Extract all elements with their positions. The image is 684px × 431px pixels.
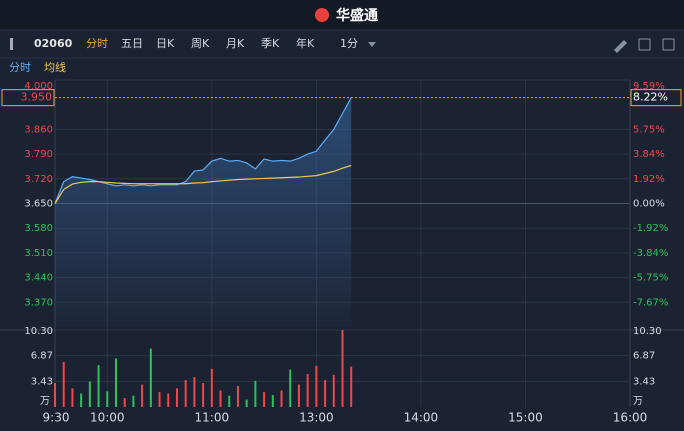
volume-bar xyxy=(254,380,257,407)
volume-tick-label: 3.43 xyxy=(633,376,655,387)
y-tick-label: 3.860 xyxy=(24,124,53,135)
volume-bar xyxy=(97,365,100,407)
x-tick-label: 10:00 xyxy=(90,411,125,425)
y-tick-label: 3.790 xyxy=(24,149,53,160)
volume-unit: 万 xyxy=(633,396,643,407)
interval[interactable]: 1分 xyxy=(340,37,358,50)
draw-icon[interactable] xyxy=(614,40,627,53)
y-tick-label: 3.370 xyxy=(24,297,53,308)
x-tick-label: 9:30 xyxy=(43,411,70,425)
crosshair-box xyxy=(630,89,682,107)
y2-tick-label: -3.84% xyxy=(633,248,668,259)
y-tick-label: 3.580 xyxy=(24,223,53,234)
crosshair-label: 8.22% xyxy=(633,91,668,104)
x-tick-label: 11:00 xyxy=(195,411,230,425)
crosshair-box xyxy=(1,89,55,107)
tab[interactable]: 年K xyxy=(296,36,315,50)
volume-unit: 万 xyxy=(40,396,50,407)
tab[interactable]: 周K xyxy=(191,37,210,50)
logo-icon xyxy=(315,8,329,22)
volume-bar xyxy=(236,386,239,407)
dropdown-icon xyxy=(368,42,376,47)
legend-entry[interactable]: 均线 xyxy=(44,60,66,74)
tab[interactable]: 五日 xyxy=(121,37,143,50)
x-tick-label: 16:00 xyxy=(613,411,648,425)
y-tick-label: 4.000 xyxy=(24,81,53,92)
volume-bar xyxy=(306,374,309,407)
y2-tick-label: -1.92% xyxy=(633,223,668,234)
y2-tick-label: -7.67% xyxy=(633,297,668,308)
y-tick-label: 3.720 xyxy=(24,174,53,185)
fullscreen-icon[interactable] xyxy=(662,38,675,51)
volume-bar xyxy=(193,377,196,407)
volume-bar xyxy=(80,393,83,407)
x-tick-label: 14:00 xyxy=(404,411,439,425)
volume-bar xyxy=(149,348,152,407)
volume-bar xyxy=(88,381,91,407)
top-bar xyxy=(0,0,684,30)
volume-bar xyxy=(141,384,144,407)
crosshair-label: 3.950 xyxy=(21,91,53,104)
volume-bar xyxy=(106,391,109,407)
volume-bar xyxy=(71,388,74,407)
price-area xyxy=(55,97,352,328)
volume-bar xyxy=(341,330,344,407)
x-tick-label: 15:00 xyxy=(508,411,543,425)
y2-tick-label: 5.75% xyxy=(633,124,665,135)
series-line xyxy=(54,164,352,204)
volume-bar xyxy=(114,358,117,407)
volume-bar xyxy=(297,384,300,407)
volume-bar xyxy=(271,395,274,407)
volume-bar xyxy=(175,388,178,407)
y2-tick-label: 0.00% xyxy=(633,199,665,210)
y2-tick-label: 1.92% xyxy=(633,174,665,185)
expand-icon[interactable] xyxy=(638,38,651,51)
volume-tick-label: 10.30 xyxy=(24,326,53,337)
volume-bar xyxy=(54,383,56,407)
volume-tick-label: 10.30 xyxy=(633,326,662,337)
y2-tick-label: 9.59% xyxy=(633,81,665,92)
y2-tick-label: -5.75% xyxy=(633,273,668,284)
volume-bar xyxy=(184,380,187,407)
legend-entry[interactable]: 分时 xyxy=(9,61,31,74)
volume-bar xyxy=(167,393,170,407)
volume-tick-label: 3.43 xyxy=(31,376,53,387)
y-tick-label: 3.440 xyxy=(24,273,53,284)
logo: 华盛通 xyxy=(336,7,378,24)
volume-bar xyxy=(350,366,353,407)
volume-bar xyxy=(62,362,65,407)
volume-bar xyxy=(263,392,266,407)
tab[interactable]: 分时 xyxy=(86,37,108,50)
volume-bar xyxy=(280,390,283,407)
volume-bar xyxy=(315,365,318,407)
volume-bar xyxy=(332,374,335,407)
y2-tick-label: 3.84% xyxy=(633,149,665,160)
collapse-icon[interactable] xyxy=(10,38,13,50)
volume-bar xyxy=(219,390,222,407)
volume-tick-label: 6.87 xyxy=(633,351,655,362)
y-tick-label: 3.510 xyxy=(24,248,53,259)
tab[interactable]: 月K xyxy=(226,37,245,50)
series-line xyxy=(54,97,352,204)
volume-bar xyxy=(245,399,248,407)
volume-bar xyxy=(228,395,231,407)
volume-bar xyxy=(289,369,292,407)
volume-bar xyxy=(132,395,135,407)
tab[interactable]: 日K xyxy=(156,37,175,50)
volume-bar xyxy=(210,368,213,407)
x-tick-label: 13:00 xyxy=(299,411,334,425)
volume-bar xyxy=(324,380,327,407)
volume-bar xyxy=(123,398,126,407)
volume-bar xyxy=(202,383,205,407)
stock-code: 02060 xyxy=(34,37,73,50)
volume-bar xyxy=(158,392,161,407)
tab[interactable]: 季K xyxy=(261,37,280,50)
volume-tick-label: 6.87 xyxy=(31,351,53,362)
y-tick-label: 3.650 xyxy=(24,199,53,210)
